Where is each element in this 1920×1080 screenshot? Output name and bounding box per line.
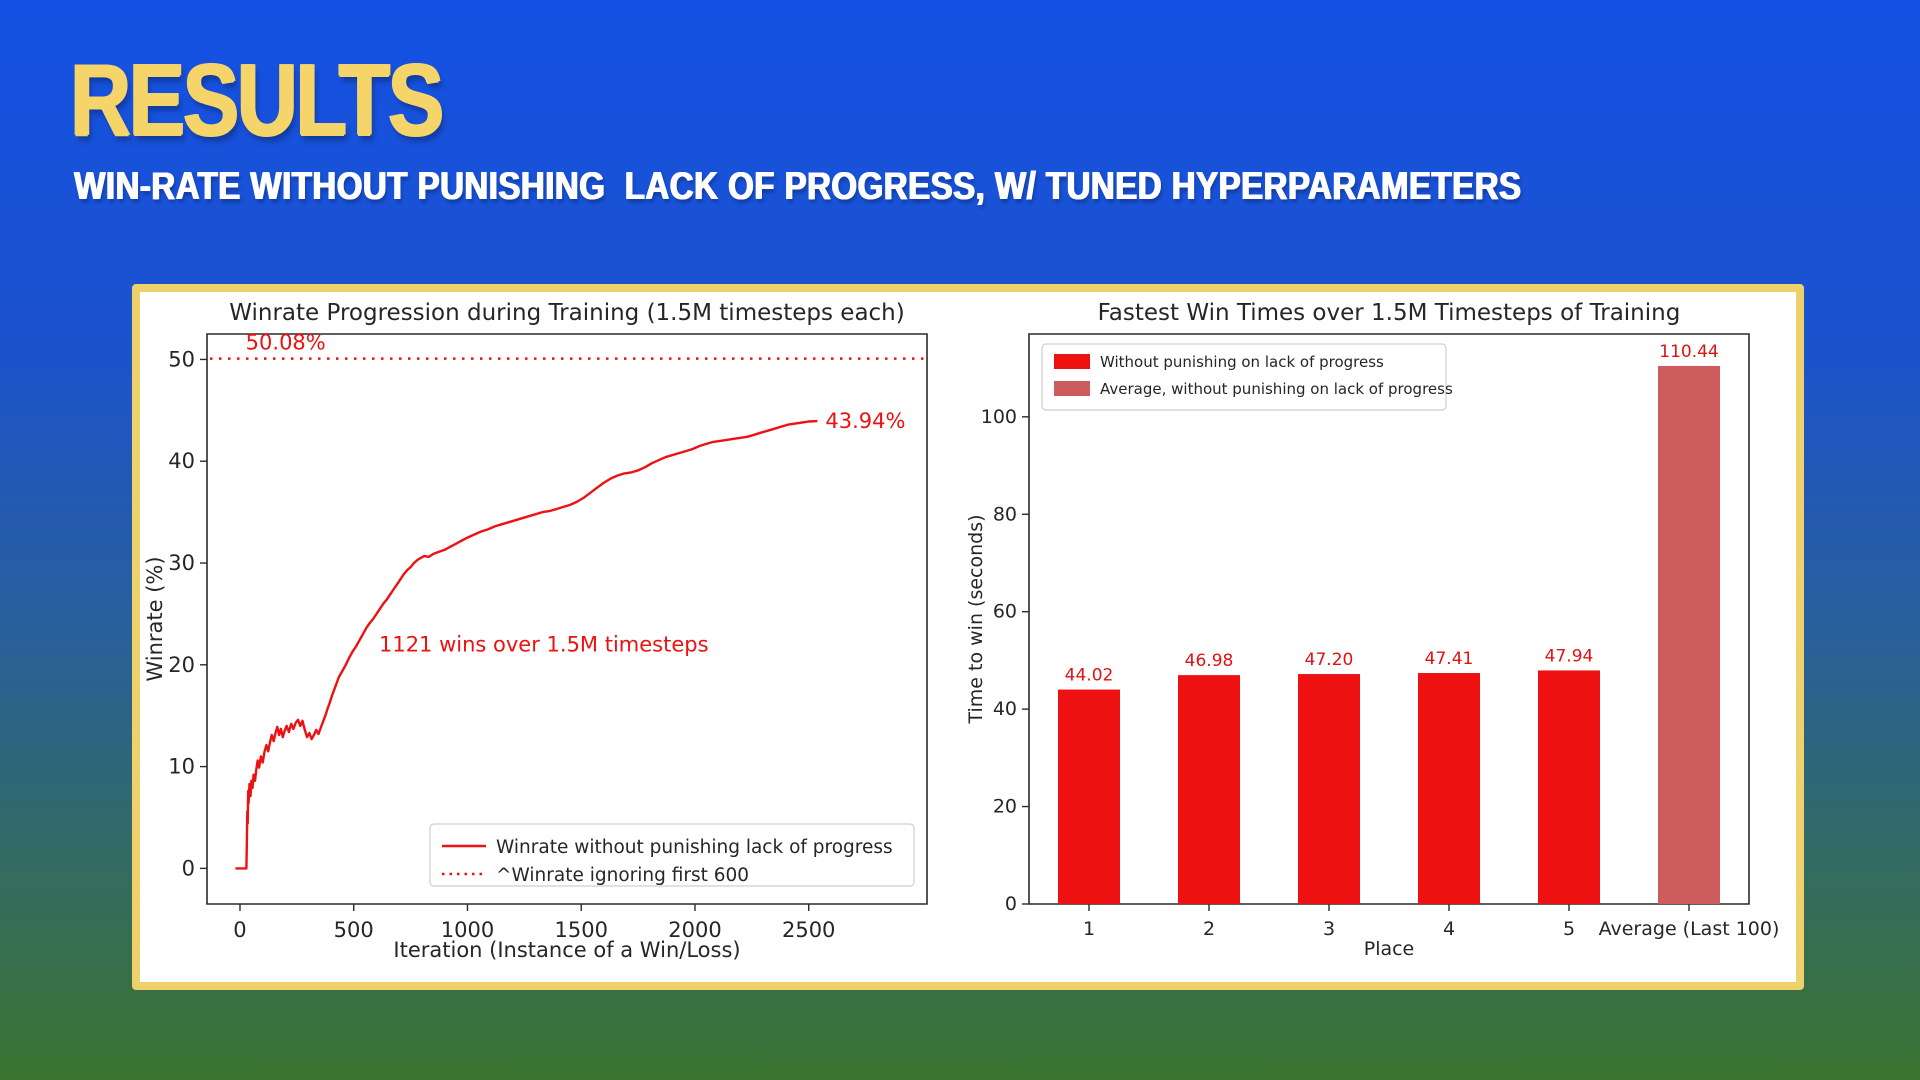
y-axis-label: Time to win (seconds) bbox=[965, 514, 987, 724]
bar bbox=[1058, 689, 1120, 904]
legend-box bbox=[1041, 343, 1447, 411]
winrate-line-chart: Winrate Progression during Training (1.5… bbox=[143, 300, 928, 962]
y-axis-label: Winrate (%) bbox=[143, 556, 167, 681]
bar-value-label: 110.44 bbox=[1659, 342, 1718, 362]
y-tick-label: 60 bbox=[993, 601, 1017, 623]
axes-frame bbox=[206, 333, 928, 905]
y-tick-label: 20 bbox=[168, 653, 195, 677]
legend: Winrate without punishing lack of progre… bbox=[429, 823, 915, 887]
y-tick-label: 40 bbox=[168, 449, 195, 473]
bar bbox=[1418, 673, 1480, 904]
chart-title: Winrate Progression during Training (1.5… bbox=[229, 300, 904, 326]
legend-label: Average, without punishing on lack of pr… bbox=[1100, 380, 1453, 398]
slide-subtitle: Win-rate without punishing lack of progr… bbox=[74, 163, 1522, 208]
win-times-bar-chart: Fastest Win Times over 1.5M Timesteps of… bbox=[965, 300, 1780, 960]
y-tick-label: 80 bbox=[993, 503, 1017, 525]
wins-annotation: 1121 wins over 1.5M timesteps bbox=[379, 633, 709, 657]
x-tick-label: 1000 bbox=[441, 918, 494, 942]
bar bbox=[1538, 670, 1600, 904]
slide-title: Results bbox=[70, 41, 444, 157]
legend-label: Without punishing on lack of progress bbox=[1100, 353, 1384, 371]
x-tick-label: Average (Last 100) bbox=[1599, 918, 1780, 940]
bar bbox=[1658, 365, 1720, 904]
legend-label: ^Winrate ignoring first 600 bbox=[496, 865, 749, 886]
y-tick-label: 30 bbox=[168, 551, 195, 575]
x-axis-label: Place bbox=[1364, 938, 1415, 960]
x-tick-label: 1 bbox=[1083, 918, 1095, 940]
x-tick-label: 500 bbox=[334, 918, 374, 942]
x-tick-label: 3 bbox=[1323, 918, 1335, 940]
bar-value-label: 47.20 bbox=[1305, 650, 1354, 670]
legend: Without punishing on lack of progress Ave… bbox=[1041, 343, 1453, 411]
y-tick-label: 20 bbox=[993, 796, 1017, 818]
x-tick-label: 2500 bbox=[782, 918, 835, 942]
y-tick-label: 100 bbox=[981, 406, 1017, 428]
chart-title: Fastest Win Times over 1.5M Timesteps of… bbox=[1098, 300, 1681, 326]
winrate-line bbox=[235, 419, 818, 870]
x-tick-label: 4 bbox=[1443, 918, 1455, 940]
y-tick-label: 40 bbox=[993, 698, 1017, 720]
bar-value-label: 47.41 bbox=[1425, 649, 1474, 669]
bar bbox=[1178, 675, 1240, 904]
bar-value-label: 46.98 bbox=[1185, 651, 1234, 671]
legend-swatch-faded-red bbox=[1054, 381, 1090, 396]
bar-value-label: 44.02 bbox=[1065, 666, 1114, 686]
x-tick-label: 1500 bbox=[554, 918, 607, 942]
reference-line-label: 50.08% bbox=[246, 331, 326, 355]
x-tick-label: 5 bbox=[1563, 918, 1575, 940]
y-tick-label: 50 bbox=[168, 347, 195, 371]
y-tick-label: 0 bbox=[1005, 893, 1017, 915]
x-tick-label: 2000 bbox=[668, 918, 721, 942]
legend-label: Winrate without punishing lack of progre… bbox=[496, 837, 893, 858]
end-value-label: 43.94% bbox=[825, 409, 905, 433]
bar-value-label: 47.94 bbox=[1545, 646, 1594, 666]
legend-box bbox=[429, 823, 915, 887]
y-tick-label: 0 bbox=[182, 856, 195, 880]
bar bbox=[1298, 674, 1360, 904]
x-tick-label: 0 bbox=[233, 918, 246, 942]
y-tick-label: 10 bbox=[168, 755, 195, 779]
x-axis-label: Iteration (Instance of a Win/Loss) bbox=[393, 938, 740, 962]
charts-panel: Winrate Progression during Training (1.5… bbox=[132, 284, 1804, 990]
legend-swatch-red bbox=[1054, 354, 1090, 369]
x-tick-label: 2 bbox=[1203, 918, 1215, 940]
axes-frame bbox=[1028, 333, 1750, 905]
